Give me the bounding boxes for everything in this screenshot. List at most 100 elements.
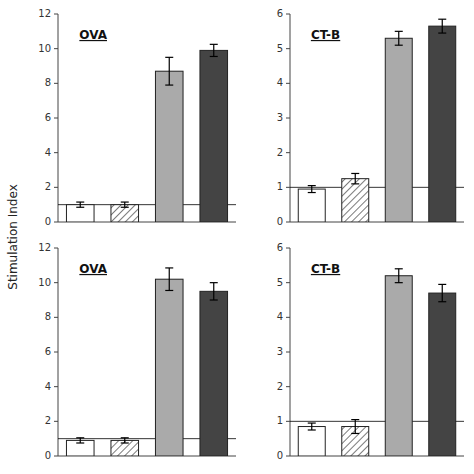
bar xyxy=(200,50,228,222)
error-bar xyxy=(165,268,173,291)
y-tick xyxy=(286,152,290,153)
y-tick xyxy=(54,14,58,15)
panel-title: CT-B xyxy=(311,262,340,276)
error-bar xyxy=(121,202,129,207)
panel: 0 2 4 6 8 10 12 OVA xyxy=(38,242,236,461)
bar xyxy=(66,440,94,456)
y-tick-label: 4 xyxy=(45,147,51,158)
bar xyxy=(111,440,139,456)
y-tick xyxy=(286,317,290,318)
y-tick xyxy=(54,187,58,188)
y-axis-line xyxy=(290,248,291,456)
y-axis-line xyxy=(58,14,59,222)
plot-area xyxy=(290,19,464,222)
bar xyxy=(66,205,94,222)
y-tick-label: 1 xyxy=(277,415,283,426)
y-tick-label: 4 xyxy=(45,381,51,392)
bar xyxy=(429,293,456,456)
y-tick-label: 10 xyxy=(38,277,51,288)
y-axis-line xyxy=(290,14,291,222)
y-tick xyxy=(286,421,290,422)
y-tick-label: 10 xyxy=(38,43,51,54)
y-tick xyxy=(54,386,58,387)
y-tick-label: 12 xyxy=(38,242,51,253)
y-tick-label: 0 xyxy=(277,216,283,227)
error-bar xyxy=(308,186,316,193)
y-tick-label: 2 xyxy=(277,381,283,392)
error-bar xyxy=(395,31,403,45)
bar xyxy=(385,38,412,222)
y-tick xyxy=(54,317,58,318)
y-tick xyxy=(54,352,58,353)
y-tick xyxy=(286,222,290,223)
panel-title: CT-B xyxy=(311,28,340,42)
bar xyxy=(298,427,325,456)
y-tick-label: 1 xyxy=(277,181,283,192)
plot-area xyxy=(58,44,236,222)
y-tick-label: 8 xyxy=(45,311,51,322)
error-bar xyxy=(308,423,316,430)
bar xyxy=(155,71,183,222)
y-tick xyxy=(286,118,290,119)
y-tick xyxy=(286,352,290,353)
y-tick xyxy=(54,118,58,119)
y-tick-label: 3 xyxy=(277,112,283,123)
y-tick-label: 12 xyxy=(38,8,51,19)
y-tick-label: 6 xyxy=(45,346,51,357)
figure: Stimulation Index024681012OVA0123456CT-B… xyxy=(0,0,474,474)
y-tick-label: 0 xyxy=(45,450,51,461)
y-tick-label: 0 xyxy=(45,216,51,227)
y-tick-label: 5 xyxy=(277,43,283,54)
plot-area xyxy=(58,268,236,456)
y-tick xyxy=(286,48,290,49)
error-bar xyxy=(121,438,129,443)
y-tick xyxy=(54,83,58,84)
plot-area xyxy=(290,269,464,456)
y-tick-label: 0 xyxy=(277,450,283,461)
y-tick xyxy=(54,421,58,422)
y-tick xyxy=(54,152,58,153)
panel: 0 1 2 3 4 5 6 CT-B xyxy=(277,8,464,227)
y-tick-label: 4 xyxy=(277,311,283,322)
error-bar xyxy=(210,283,218,300)
y-tick-label: 4 xyxy=(277,77,283,88)
y-tick-label: 5 xyxy=(277,277,283,288)
error-bar xyxy=(395,269,403,283)
bar xyxy=(298,189,325,222)
bar xyxy=(385,276,412,456)
bar xyxy=(155,279,183,456)
y-tick xyxy=(286,83,290,84)
y-tick-label: 3 xyxy=(277,346,283,357)
y-tick xyxy=(54,48,58,49)
error-bar xyxy=(351,420,359,434)
bar xyxy=(342,179,369,222)
bar xyxy=(200,291,228,456)
y-tick xyxy=(54,282,58,283)
y-tick-label: 2 xyxy=(45,181,51,192)
error-bar xyxy=(165,57,173,85)
error-bar xyxy=(351,173,359,183)
y-tick xyxy=(54,248,58,249)
panel: 024681012OVA xyxy=(38,8,236,227)
bar xyxy=(429,26,456,222)
y-tick-label: 2 xyxy=(277,147,283,158)
y-tick-label: 8 xyxy=(45,77,51,88)
error-bar xyxy=(210,44,218,56)
y-tick-label: 2 xyxy=(45,415,51,426)
y-tick-label: 6 xyxy=(45,112,51,123)
y-tick xyxy=(286,187,290,188)
error-bar xyxy=(438,284,446,301)
y-tick xyxy=(286,386,290,387)
y-axis-line xyxy=(58,248,59,456)
error-bar xyxy=(76,438,84,443)
y-tick-label: 6 xyxy=(277,8,283,19)
y-tick xyxy=(54,456,58,457)
y-tick-label: 6 xyxy=(277,242,283,253)
y-tick xyxy=(286,14,290,15)
y-tick xyxy=(286,248,290,249)
y-tick xyxy=(286,456,290,457)
error-bar xyxy=(438,19,446,33)
y-axis-label: Stimulation Index xyxy=(6,184,20,289)
y-tick xyxy=(286,282,290,283)
panel-title: OVA xyxy=(79,262,107,276)
